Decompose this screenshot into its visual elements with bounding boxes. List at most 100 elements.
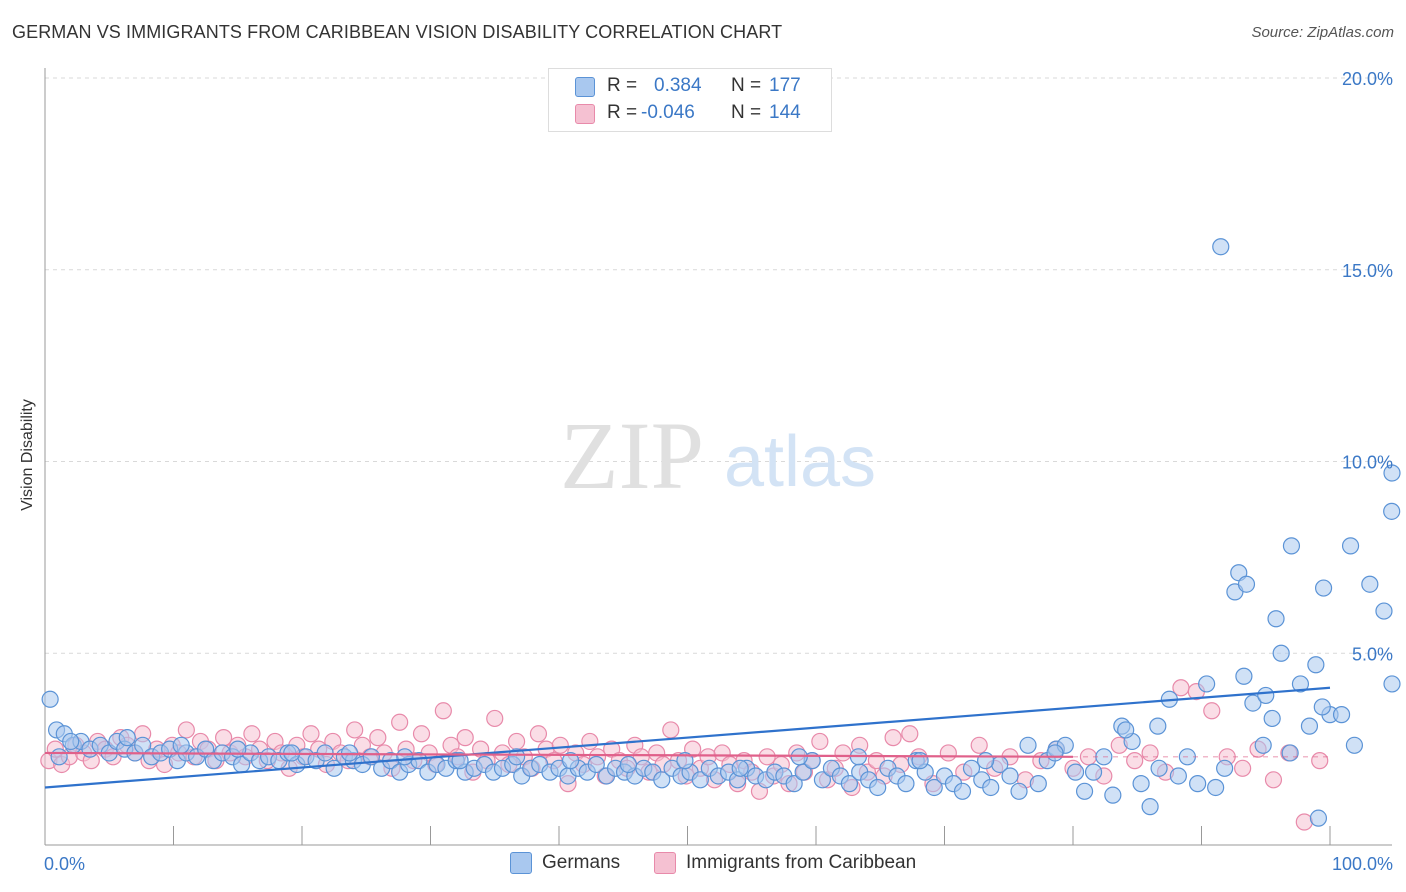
caribbean-point [1203,702,1221,720]
germans-point [982,778,1000,797]
germans-point [1132,775,1150,793]
caribbean-point [1311,752,1329,770]
tick-labels: 5.0% 10.0% 15.0% 20.0% 0.0% 100.0% [44,69,1393,874]
caribbean-point [456,729,474,747]
germans-point [1383,464,1401,482]
germans-point [1235,667,1253,685]
germans-point [1029,775,1047,793]
legend-r-value-2: -0.046 [641,102,695,123]
correlation-legend: R = 0.384 N = 177 R = -0.046 N = 144 [548,68,832,132]
germans-point [1254,736,1272,754]
germans-point [1291,675,1310,693]
watermark-atlas: atlas [724,422,876,502]
source-credit: Source: ZipAtlas.com [1251,24,1394,41]
caribbean-point [939,744,957,762]
caribbean-point [901,725,919,743]
germans-point [561,752,580,770]
caribbean-point [529,725,548,743]
caribbean-point [884,729,902,747]
germans-point [118,729,136,747]
germans-point [1314,579,1333,597]
germans-point [1307,656,1325,674]
caribbean-point [346,721,364,739]
caribbean-point [302,725,320,743]
legend-label-germans: Germans [542,852,621,873]
germans-point [1281,744,1299,762]
germans-point [1375,602,1393,620]
caribbean-point [486,709,504,728]
y-tick-label-0: 5.0% [1352,644,1393,664]
legend-n-label-1: N = [731,75,762,96]
legend-item-caribbean: Immigrants from Caribbean [654,852,916,874]
caribbean-trend-line [44,751,1074,758]
caribbean-point [434,702,452,720]
germans-point [785,775,803,793]
legend-swatch-germans-bottom [510,852,532,874]
y-tick-label-1: 10.0% [1342,453,1393,473]
germans-point [977,752,995,770]
germans-point [925,778,943,797]
watermark-zip: ZIP [560,402,704,509]
germans-point [840,775,859,793]
legend-n-value-1: 177 [769,75,801,96]
germans-point [1207,778,1225,797]
legend-label-caribbean: Immigrants from Caribbean [686,852,917,873]
germans-point [1300,717,1319,735]
germans-point [1150,759,1168,777]
germans-point [911,752,929,770]
legend-swatch-germans [575,77,595,97]
germans-point [1046,744,1064,762]
caribbean-point [834,744,852,762]
germans-point [1198,675,1216,693]
caribbean-point [1126,752,1144,770]
germans-point [1216,759,1234,777]
caribbean-point [243,725,261,743]
germans-point [50,748,68,766]
germans-point [1237,575,1256,593]
legend-r-label-2: R = [607,102,638,123]
legend-r-label-1: R = [607,75,638,96]
caribbean-point [551,736,569,754]
germans-point [1169,767,1187,785]
germans-point [340,744,359,762]
caribbean-point [1234,759,1252,777]
germans-point [396,748,414,766]
x-tick-label-max: 100.0% [1332,854,1393,874]
germans-point [1212,238,1230,256]
germans-point [1104,786,1122,804]
germans-point [1383,502,1401,520]
germans-point [1257,686,1275,705]
germans-point [1019,736,1037,754]
legend-n-label-2: N = [731,102,762,123]
caribbean-point [391,713,409,731]
caribbean-point [581,732,599,751]
germans-point [676,752,694,770]
germans-point [1383,675,1401,693]
germans-point [1066,763,1085,781]
germans-point [1084,763,1103,781]
germans-point [1345,736,1364,754]
caribbean-point [369,729,387,747]
germans-point [897,775,915,793]
germans-point [619,755,637,774]
germans-point [1075,782,1094,800]
y-tick-label-2: 15.0% [1342,261,1393,281]
germans-point [1282,537,1301,555]
caribbean-point [1295,813,1313,831]
caribbean-point [758,748,776,766]
germans-point [172,736,190,754]
series-legend: Germans Immigrants from Caribbean [0,852,1406,878]
chart-title: GERMAN VS IMMIGRANTS FROM CARIBBEAN VISI… [12,22,783,42]
germans-trend-line [44,686,1331,789]
germans-point [587,755,605,774]
caribbean-point [811,732,829,751]
germans-point [1010,782,1028,800]
germans-point [1141,798,1159,816]
germans-point [1361,575,1379,593]
germans-point [507,748,526,766]
legend-swatch-caribbean-bottom [654,852,676,874]
caribbean-point [1141,744,1159,762]
legend-item-germans: Germans [510,852,620,874]
germans-point [691,771,709,789]
germans-point [1313,698,1331,716]
